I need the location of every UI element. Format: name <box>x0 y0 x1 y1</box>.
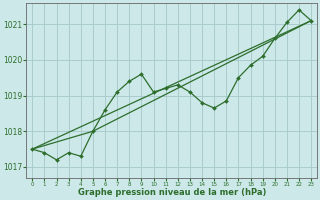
X-axis label: Graphe pression niveau de la mer (hPa): Graphe pression niveau de la mer (hPa) <box>77 188 266 197</box>
